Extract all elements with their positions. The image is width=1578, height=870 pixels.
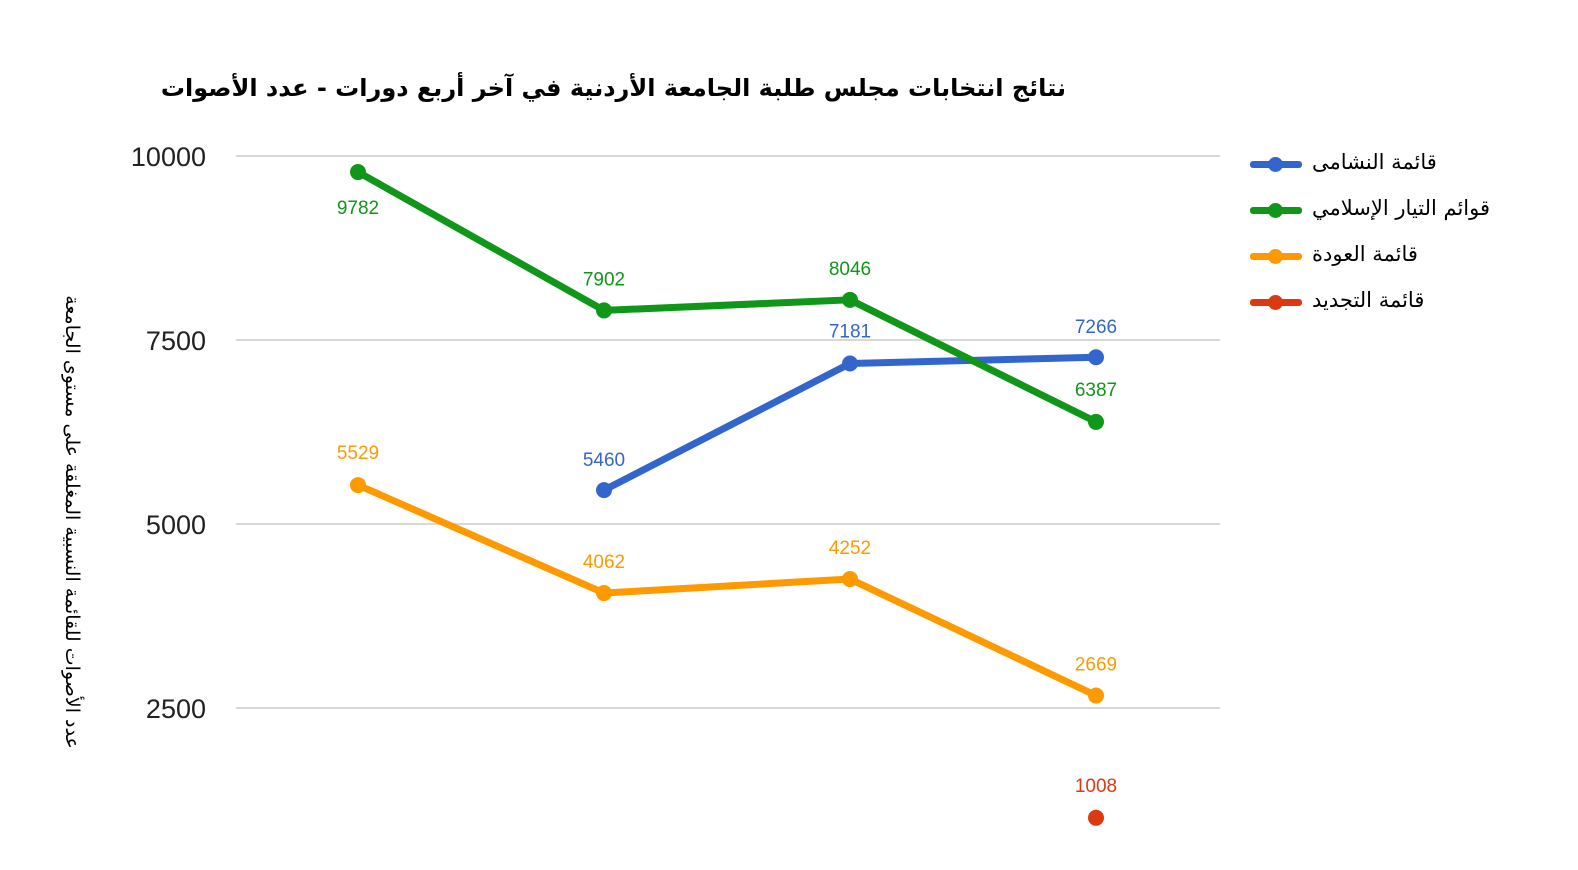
data-label: 4252 (829, 538, 871, 559)
data-label: 4062 (583, 552, 625, 573)
data-label: 1008 (1075, 776, 1117, 797)
data-point (1088, 349, 1104, 366)
legend-label: قائمة العودة (1312, 242, 1418, 266)
legend-dot-icon (1268, 203, 1283, 218)
legend-label: قائمة التجديد (1312, 288, 1425, 312)
data-label: 8046 (829, 259, 871, 280)
data-label: 5460 (583, 450, 625, 471)
y-tick-label: 2500 (146, 694, 206, 724)
legend-item: قائمة التجديد (1250, 288, 1550, 334)
y-tick-label: 5000 (146, 510, 206, 540)
data-label: 5529 (337, 443, 379, 464)
y-tick-label: 10000 (131, 142, 206, 172)
legend-dot-icon (1268, 295, 1283, 310)
data-label: 7902 (583, 269, 625, 290)
series-line (354, 481, 1100, 700)
data-point (350, 164, 366, 181)
data-point (842, 291, 858, 308)
legend-swatch (1250, 203, 1302, 218)
legend-swatch (1250, 295, 1302, 310)
legend-item: قائمة النشامى (1250, 150, 1550, 196)
legend-dot-icon (1268, 249, 1283, 264)
data-point (842, 571, 858, 588)
data-point (596, 302, 612, 319)
legend-item: قائمة العودة (1250, 242, 1550, 288)
legend-label: قائمة النشامى (1312, 150, 1437, 174)
legend: قائمة النشامى قوائم التيار الإسلامي قائمة … (1250, 150, 1550, 334)
legend-swatch (1250, 157, 1302, 172)
series-line (354, 168, 1100, 426)
data-point (596, 585, 612, 602)
series-line (600, 353, 1100, 494)
legend-dot-icon (1268, 157, 1283, 172)
legend-swatch (1250, 249, 1302, 264)
data-point (1088, 809, 1104, 826)
data-point (350, 477, 366, 494)
data-point (842, 355, 858, 372)
data-label: 9782 (337, 198, 379, 219)
data-point (596, 482, 612, 499)
data-point (1088, 413, 1104, 430)
y-tick-label: 7500 (146, 326, 206, 356)
chart-title: نتائج انتخابات مجلس طلبة الجامعة الأردني… (160, 74, 1066, 102)
data-label: 6387 (1075, 380, 1117, 401)
data-label: 7266 (1075, 317, 1117, 338)
data-point (1088, 687, 1104, 704)
data-label: 2669 (1075, 655, 1117, 676)
legend-item: قوائم التيار الإسلامي (1250, 196, 1550, 242)
data-label: 7181 (829, 321, 871, 342)
legend-label: قوائم التيار الإسلامي (1312, 196, 1491, 220)
